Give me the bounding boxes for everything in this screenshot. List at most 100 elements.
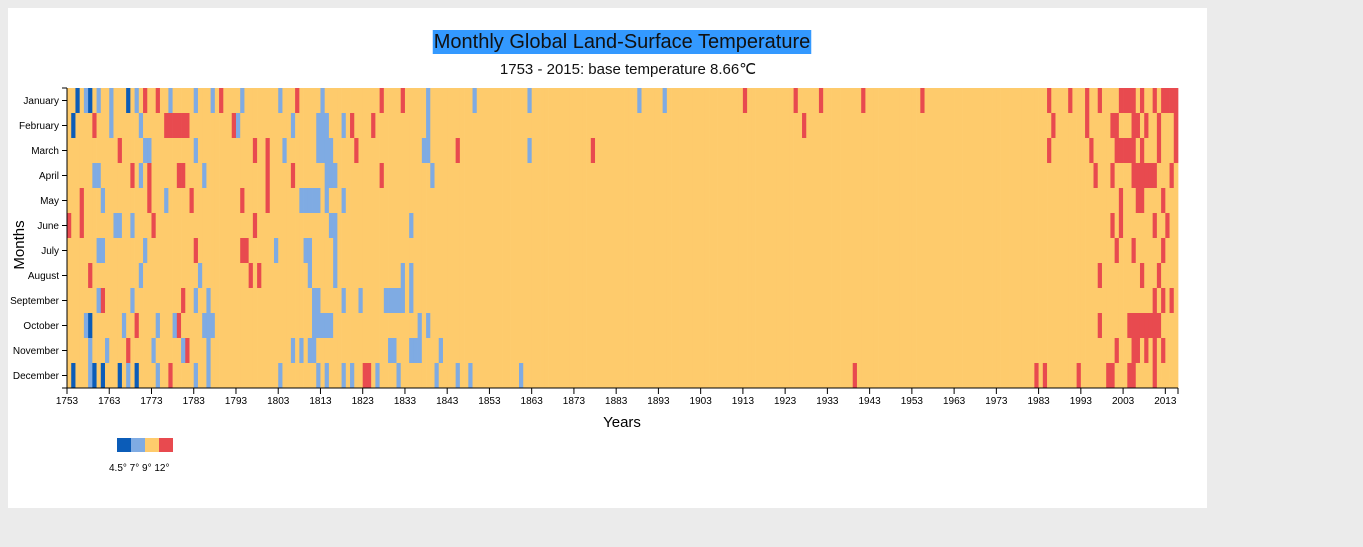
heatmap-cell <box>924 213 930 238</box>
heatmap-cell <box>540 338 545 363</box>
heatmap-cell <box>856 263 862 288</box>
heatmap-cell <box>96 263 102 288</box>
heatmap-cell <box>793 238 799 263</box>
heatmap-cell <box>540 263 545 288</box>
heatmap-cell <box>197 288 203 313</box>
heatmap-cell <box>599 163 604 188</box>
heatmap-cell <box>1038 313 1044 338</box>
heatmap-cell <box>1165 288 1170 313</box>
heatmap-cell <box>806 338 811 363</box>
heatmap-cell <box>840 88 845 113</box>
heatmap-cell <box>1080 263 1086 288</box>
heatmap-cell <box>130 88 135 113</box>
heatmap-cell <box>312 238 317 263</box>
heatmap-cell <box>459 238 465 263</box>
heatmap-cell <box>742 313 748 338</box>
heatmap-cell <box>75 188 81 213</box>
heatmap-cell <box>687 288 693 313</box>
heatmap-cell <box>67 288 72 313</box>
heatmap-cell <box>117 363 123 388</box>
heatmap-cell <box>793 213 799 238</box>
heatmap-cell <box>713 238 718 263</box>
heatmap-cell <box>130 363 135 388</box>
heatmap-cell <box>71 338 76 363</box>
heatmap-cell <box>624 338 630 363</box>
heatmap-cell <box>320 88 326 113</box>
heatmap-cell <box>755 88 761 113</box>
heatmap-cell <box>519 363 524 388</box>
heatmap-cell <box>519 313 524 338</box>
heatmap-cell <box>924 113 930 138</box>
heatmap-cell <box>527 213 533 238</box>
heatmap-cell <box>599 363 604 388</box>
heatmap-cell <box>645 163 651 188</box>
heatmap-cell <box>578 213 583 238</box>
heatmap-cell <box>1135 138 1141 163</box>
heatmap-cell <box>620 163 625 188</box>
heatmap-cell <box>992 188 997 213</box>
heatmap-cell <box>552 113 558 138</box>
heatmap-cell <box>252 138 258 163</box>
heatmap-cell <box>696 263 701 288</box>
heatmap-cell <box>886 213 892 238</box>
heatmap-cell <box>485 163 490 188</box>
heatmap-cell <box>1009 188 1014 213</box>
heatmap-cell <box>320 163 326 188</box>
heatmap-cell <box>442 263 448 288</box>
heatmap-cell <box>717 138 723 163</box>
heatmap-cell <box>654 188 659 213</box>
heatmap-cell <box>328 238 334 263</box>
heatmap-cell <box>219 363 224 388</box>
heatmap-cell <box>523 163 528 188</box>
heatmap-cell <box>223 213 228 238</box>
heatmap-cell <box>966 188 972 213</box>
heatmap-cell <box>88 288 93 313</box>
heatmap-cell <box>721 188 727 213</box>
heatmap-cell <box>540 88 545 113</box>
heatmap-cell <box>295 263 300 288</box>
heatmap-cell <box>730 338 735 363</box>
heatmap-cell <box>214 338 220 363</box>
heatmap-cell <box>928 263 934 288</box>
heatmap-cell <box>675 88 680 113</box>
heatmap-cell <box>907 363 913 388</box>
heatmap-cell <box>717 88 723 113</box>
heatmap-cell <box>928 113 934 138</box>
heatmap-cell <box>231 113 237 138</box>
heatmap-cell <box>916 338 921 363</box>
heatmap-cell <box>882 313 887 338</box>
y-axis: JanuaryFebruaryMarchAprilMayJuneJulyAugu… <box>10 87 68 389</box>
heatmap-cell <box>882 88 887 113</box>
heatmap-cell <box>404 288 410 313</box>
heatmap-cell <box>1085 313 1090 338</box>
heatmap-cell <box>1072 138 1077 163</box>
heatmap-cell <box>561 363 566 388</box>
heatmap-cell <box>894 313 900 338</box>
heatmap-cell <box>721 238 727 263</box>
heatmap-cell <box>105 313 110 338</box>
heatmap-cell <box>1030 163 1035 188</box>
heatmap-cell <box>742 188 748 213</box>
heatmap-cell <box>1131 188 1137 213</box>
heatmap-cell <box>252 363 258 388</box>
heatmap-cell <box>1114 313 1120 338</box>
heatmap-cell <box>320 338 326 363</box>
heatmap-cell <box>459 88 465 113</box>
heatmap-cell <box>1004 163 1010 188</box>
heatmap-cell <box>138 313 144 338</box>
heatmap-cell <box>764 113 769 138</box>
heatmap-cell <box>1076 238 1082 263</box>
heatmap-cell <box>1055 313 1061 338</box>
heatmap-cell <box>286 288 292 313</box>
heatmap-cell <box>738 188 744 213</box>
heatmap-cell <box>818 338 824 363</box>
heatmap-cell <box>996 363 1001 388</box>
heatmap-cell <box>958 188 963 213</box>
heatmap-cell <box>890 288 896 313</box>
heatmap-cell <box>1068 288 1073 313</box>
heatmap-cell <box>641 238 647 263</box>
heatmap-cell <box>333 288 338 313</box>
heatmap-cell <box>227 363 233 388</box>
heatmap-cell <box>193 263 199 288</box>
heatmap-cell <box>552 338 558 363</box>
